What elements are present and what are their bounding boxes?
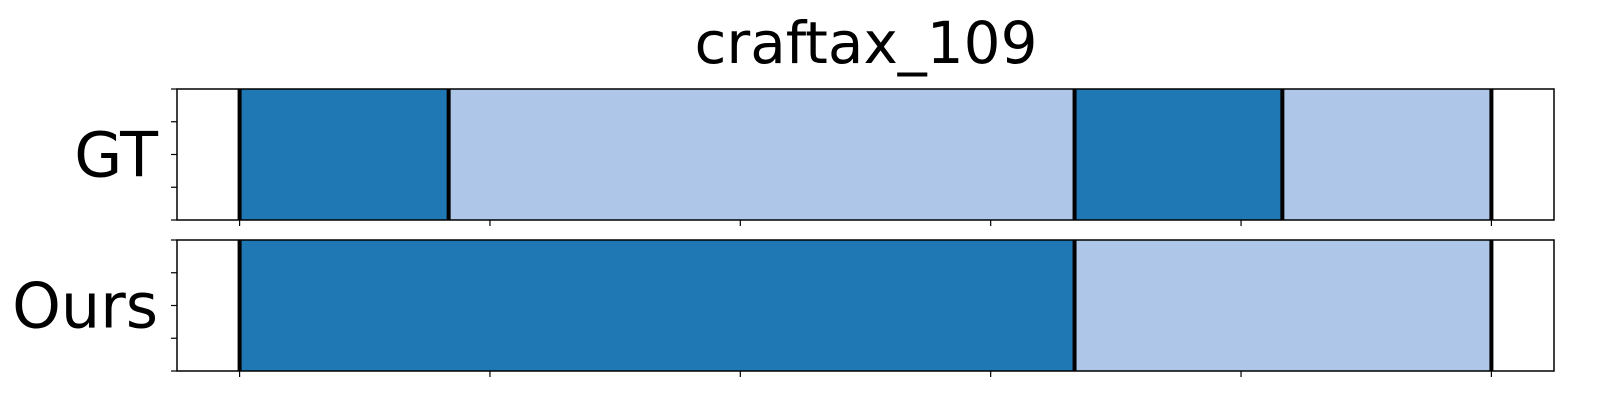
- row-label-ours: Ours: [12, 270, 158, 343]
- segment-gt-1: [448, 89, 1075, 220]
- row-label-gt: GT: [74, 119, 159, 192]
- segment-gt-2: [1074, 89, 1283, 220]
- segment-gt-0: [239, 89, 449, 220]
- chart-panels: GT Ours: [12, 88, 1555, 377]
- segment-ours-1: [1074, 240, 1492, 371]
- segment-ours-0: [239, 240, 1075, 371]
- chart-title: craftax_109: [695, 9, 1038, 77]
- segment-gt-3: [1282, 89, 1492, 220]
